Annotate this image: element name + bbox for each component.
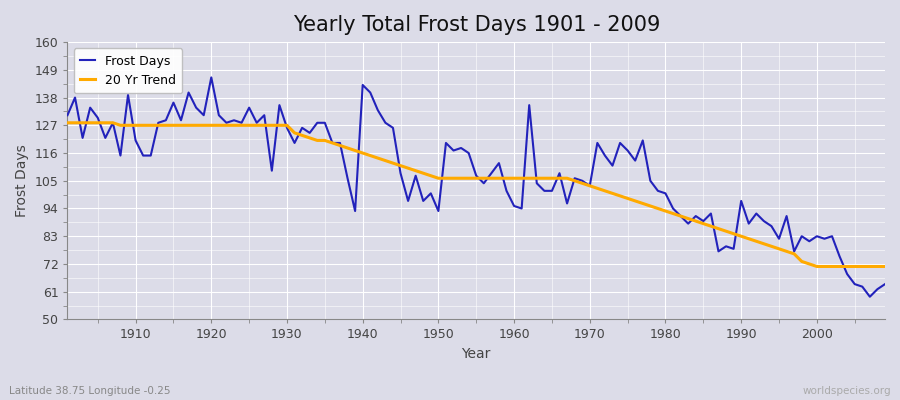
Legend: Frost Days, 20 Yr Trend: Frost Days, 20 Yr Trend — [74, 48, 182, 93]
20 Yr Trend — [62, 120, 73, 125]
Line: 20 Yr Trend: 20 Yr Trend — [68, 123, 885, 266]
20 Yr Trend — [501, 176, 512, 181]
X-axis label: Year: Year — [462, 347, 490, 361]
Frost Days — [517, 206, 527, 211]
20 Yr Trend — [122, 123, 133, 128]
Frost Days — [608, 163, 618, 168]
Frost Days — [122, 93, 133, 98]
20 Yr Trend — [335, 143, 346, 148]
20 Yr Trend — [879, 264, 890, 269]
Y-axis label: Frost Days: Frost Days — [15, 144, 29, 217]
Frost Days — [508, 204, 519, 208]
Title: Yearly Total Frost Days 1901 - 2009: Yearly Total Frost Days 1901 - 2009 — [292, 15, 660, 35]
Line: Frost Days: Frost Days — [68, 78, 885, 297]
20 Yr Trend — [508, 176, 519, 181]
Frost Days — [297, 126, 308, 130]
Text: worldspecies.org: worldspecies.org — [803, 386, 891, 396]
20 Yr Trend — [599, 188, 610, 193]
Frost Days — [879, 282, 890, 286]
20 Yr Trend — [289, 130, 300, 135]
Frost Days — [865, 294, 876, 299]
Text: Latitude 38.75 Longitude -0.25: Latitude 38.75 Longitude -0.25 — [9, 386, 170, 396]
Frost Days — [342, 176, 353, 181]
20 Yr Trend — [812, 264, 823, 269]
Frost Days — [206, 75, 217, 80]
Frost Days — [62, 113, 73, 118]
